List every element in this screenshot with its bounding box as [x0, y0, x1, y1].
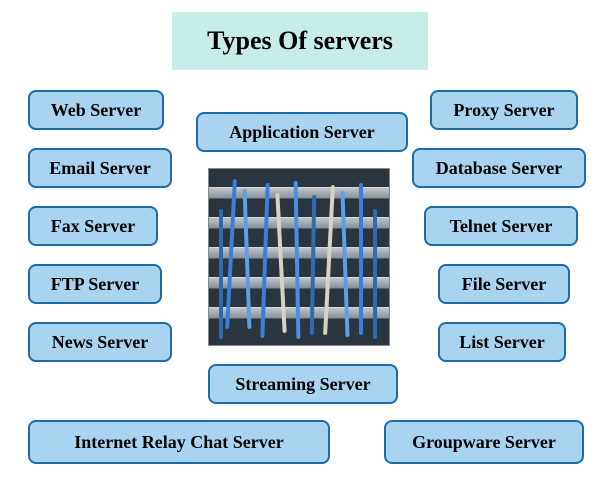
cable: [373, 209, 377, 339]
pill-label: Streaming Server: [235, 374, 370, 395]
cable: [359, 183, 363, 335]
pill-label: Application Server: [229, 122, 375, 143]
pill-label: Database Server: [436, 158, 562, 179]
pill-label: Groupware Server: [412, 432, 556, 453]
pill-proxy: Proxy Server: [430, 90, 578, 130]
pill-list: List Server: [438, 322, 566, 362]
pill-label: Web Server: [51, 100, 141, 121]
page-title: Types Of servers: [172, 12, 428, 70]
pill-fax: Fax Server: [28, 206, 158, 246]
pill-app: Application Server: [196, 112, 408, 152]
pill-web: Web Server: [28, 90, 164, 130]
pill-label: Fax Server: [51, 216, 135, 237]
pill-label: Email Server: [49, 158, 150, 179]
server-rack-photo: [208, 168, 390, 346]
pill-ftp: FTP Server: [28, 264, 162, 304]
pill-streaming: Streaming Server: [208, 364, 398, 404]
page-title-text: Types Of servers: [207, 26, 393, 56]
pill-label: Internet Relay Chat Server: [74, 432, 283, 453]
pill-label: List Server: [459, 332, 544, 353]
pill-label: File Server: [462, 274, 546, 295]
pill-email: Email Server: [28, 148, 172, 188]
pill-label: Proxy Server: [453, 100, 554, 121]
pill-news: News Server: [28, 322, 172, 362]
cable: [219, 209, 223, 339]
pill-database: Database Server: [412, 148, 586, 188]
pill-label: Telnet Server: [450, 216, 553, 237]
pill-irc: Internet Relay Chat Server: [28, 420, 330, 464]
pill-groupware: Groupware Server: [384, 420, 584, 464]
pill-label: News Server: [52, 332, 148, 353]
pill-file: File Server: [438, 264, 570, 304]
pill-label: FTP Server: [51, 274, 139, 295]
pill-telnet: Telnet Server: [424, 206, 578, 246]
